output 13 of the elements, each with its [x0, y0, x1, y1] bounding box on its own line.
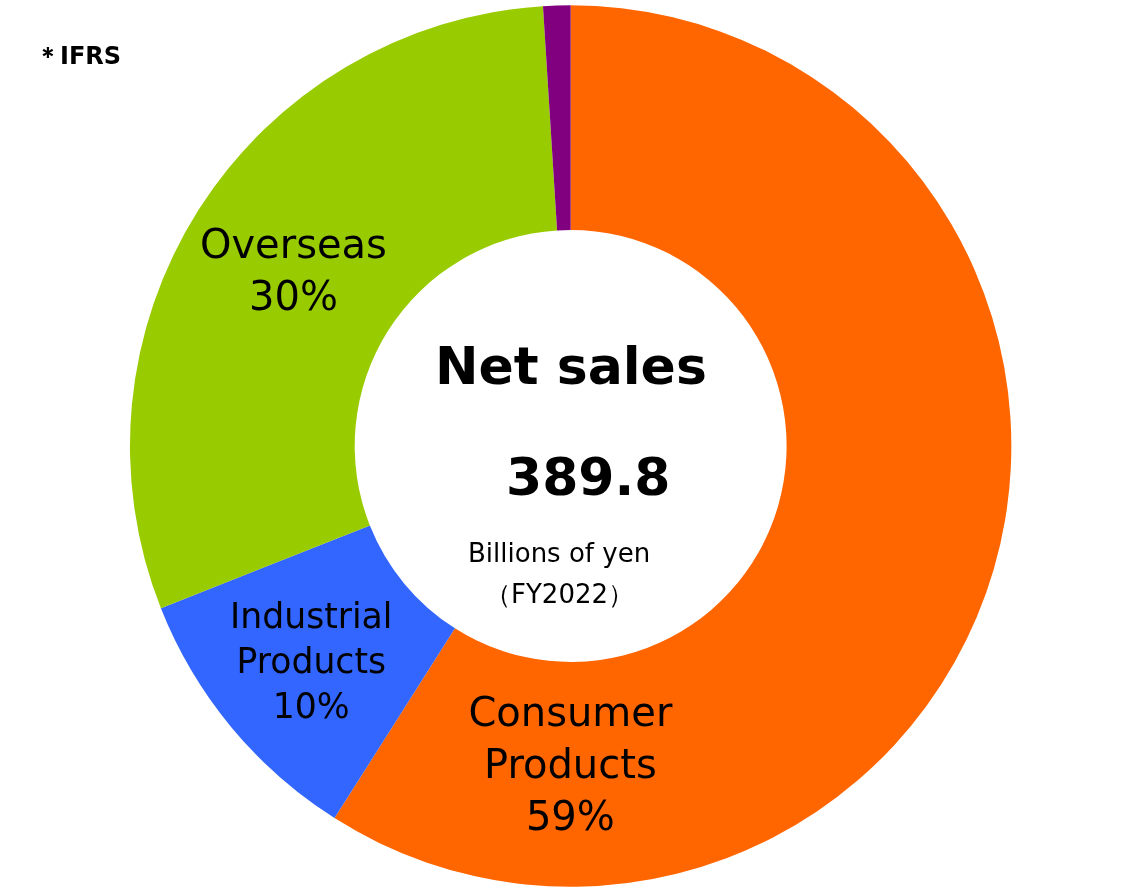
text: Net sales	[435, 336, 707, 396]
text: ＊IFRS	[36, 42, 122, 70]
donut-slice	[160, 525, 455, 819]
data-label: 10%	[272, 685, 350, 726]
slice-label: Industrial Products	[230, 595, 393, 681]
slice-label: Overseas	[199, 221, 387, 268]
slice-label: Consumer Products	[468, 689, 673, 788]
donut-slice	[542, 5, 571, 231]
data-label: 30%	[248, 273, 338, 320]
text: 389.8	[506, 447, 671, 507]
text: （FY2022）	[485, 579, 635, 609]
data-label: 59%	[525, 793, 615, 840]
text: Billions of yen	[468, 538, 651, 568]
